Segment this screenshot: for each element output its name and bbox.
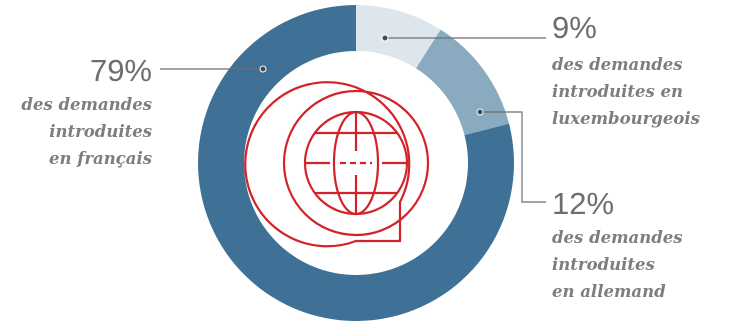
desc-line-allemand-2: introduites xyxy=(552,255,655,274)
leader-dot-francais xyxy=(259,65,267,73)
globe-speech-bubble-icon xyxy=(244,81,430,248)
pct-label-luxembourgeois: 9% xyxy=(552,10,597,45)
pct-label-francais: 79% xyxy=(90,53,152,88)
desc-line-francais-3: en français xyxy=(49,149,152,168)
desc-line-francais-1: des demandes xyxy=(21,95,152,114)
donut-slice-luxembourgeois xyxy=(356,5,441,69)
desc-line-luxembourgeois-3: luxembourgeois xyxy=(552,109,700,128)
desc-line-francais-2: introduites xyxy=(49,122,152,141)
donut-slices xyxy=(198,5,514,321)
desc-line-allemand-3: en allemand xyxy=(552,282,666,301)
slice-label-allemand: 12% des demandes introduites en allemand xyxy=(476,108,683,301)
desc-line-allemand-1: des demandes xyxy=(552,228,683,247)
leader-dot-allemand xyxy=(476,108,484,116)
pct-label-allemand: 12% xyxy=(552,186,614,221)
desc-line-luxembourgeois-1: des demandes xyxy=(552,55,683,74)
donut-slice-allemand xyxy=(416,29,510,136)
leader-line-allemand xyxy=(480,111,546,203)
leader-dot-luxembourgeois xyxy=(381,34,389,42)
desc-line-luxembourgeois-2: introduites en xyxy=(552,82,683,101)
slice-label-francais: 79% des demandes introduites en français xyxy=(21,53,267,168)
slice-label-luxembourgeois: 9% des demandes introduites en luxembour… xyxy=(381,10,700,128)
